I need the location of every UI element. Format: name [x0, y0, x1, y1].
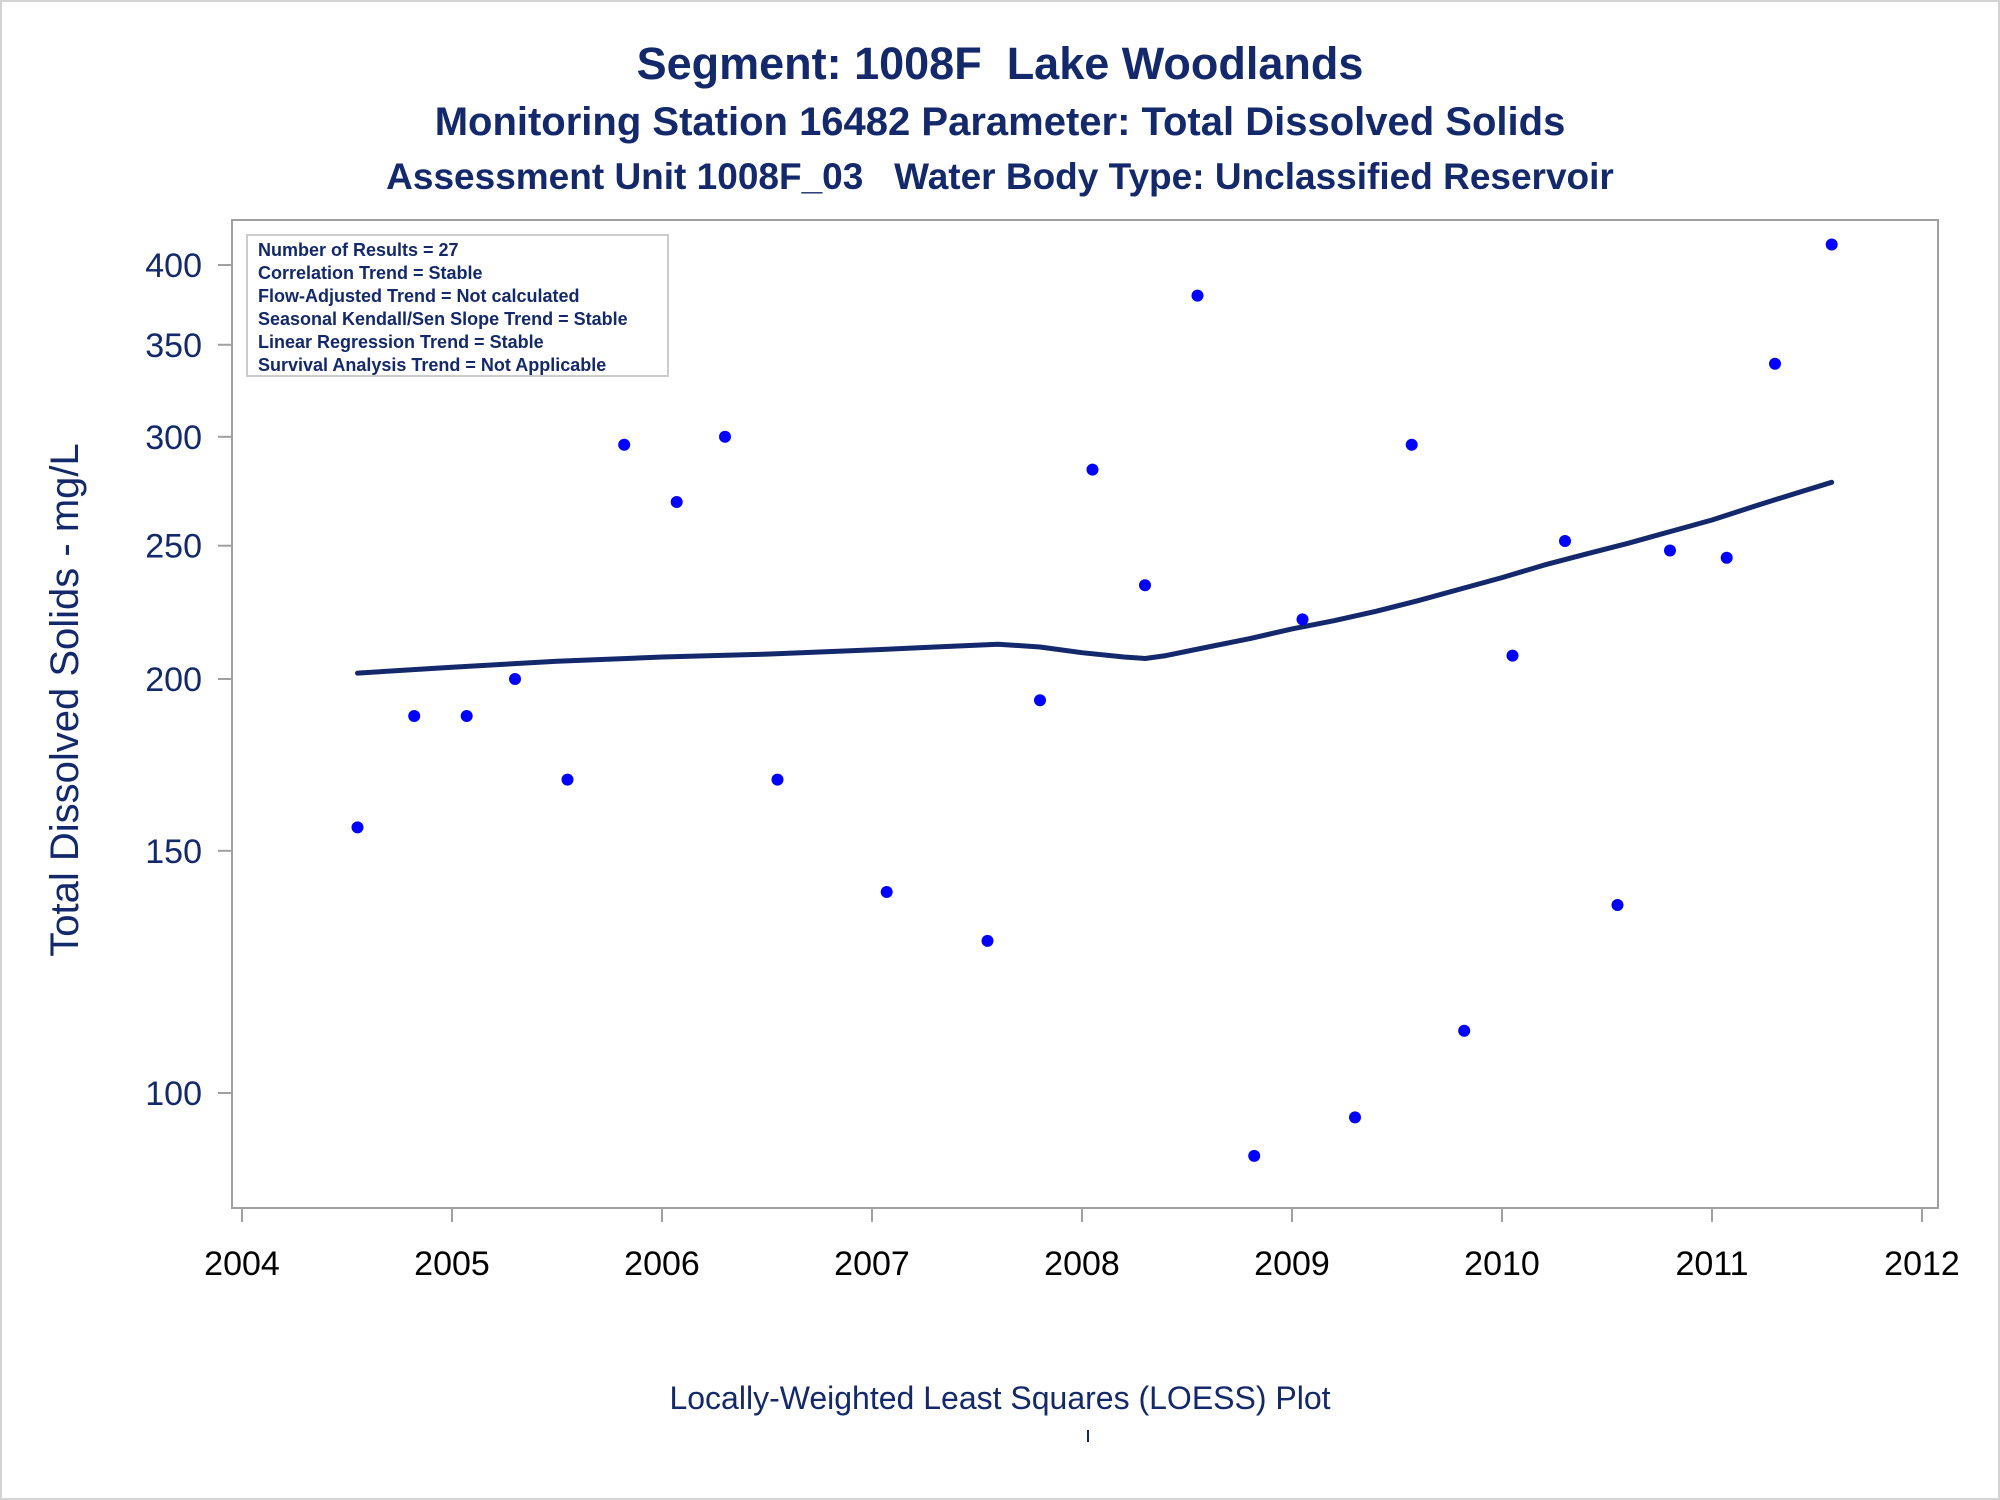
stats-line: Linear Regression Trend = Stable [258, 332, 544, 352]
data-point [561, 773, 574, 786]
footnote-mark [1087, 1430, 1089, 1442]
stats-line: Flow-Adjusted Trend = Not calculated [258, 286, 580, 306]
x-tick-label: 2011 [1675, 1245, 1748, 1283]
data-point [460, 710, 473, 722]
data-point [1506, 649, 1519, 662]
y-tick-label: 300 [145, 419, 202, 457]
x-tick-label: 2008 [1044, 1245, 1120, 1283]
y-tick-label: 400 [145, 247, 202, 285]
data-point [509, 673, 521, 685]
data-point [719, 430, 731, 443]
x-tick-label: 2006 [624, 1245, 700, 1283]
data-point [1405, 438, 1418, 451]
y-tick-label: 350 [145, 327, 202, 365]
data-point [1611, 899, 1624, 911]
x-tick-label: 2004 [204, 1245, 280, 1283]
data-point [771, 773, 784, 786]
data-points-series [351, 238, 1838, 1162]
data-point [1139, 579, 1151, 592]
data-point [618, 438, 631, 451]
data-point [408, 710, 421, 722]
y-tick-label: 250 [145, 528, 202, 566]
chart-title: Segment: 1008F Lake Woodlands [636, 38, 1364, 89]
loess-line [355, 479, 1835, 676]
loess-series [355, 479, 1835, 676]
y-tick-label: 100 [145, 1075, 202, 1113]
x-tick-label: 2009 [1254, 1245, 1330, 1283]
data-point [981, 934, 994, 947]
data-point [670, 496, 683, 508]
y-axis-label: Total Dissolved Solids - mg/L [43, 443, 87, 957]
data-point [1720, 551, 1733, 564]
plot-area [231, 219, 1939, 1209]
data-point [1825, 238, 1838, 251]
x-tick-label: 2007 [834, 1245, 910, 1283]
data-point [1458, 1024, 1471, 1037]
data-point [1191, 289, 1204, 302]
data-point [1349, 1111, 1361, 1124]
y-tick-label: 200 [145, 661, 202, 699]
stats-line: Survival Analysis Trend = Not Applicable [258, 355, 606, 375]
y-tick-label: 150 [145, 833, 202, 871]
stats-line: Correlation Trend = Stable [258, 263, 483, 283]
data-point [1559, 535, 1571, 547]
stats-box-border [246, 234, 669, 377]
stats-line: Number of Results = 27 [258, 240, 459, 260]
x-tick-label: 2005 [414, 1245, 490, 1283]
data-point [1769, 357, 1781, 370]
data-point [1664, 544, 1676, 557]
x-axis: 2004 2005 2006 2007 2008 2009 2010 2011 2012 [204, 1208, 1960, 1283]
plot-method-footnote: Locally-Weighted Least Squares (LOESS) P… [669, 1380, 1331, 1416]
x-tick-label: 2010 [1464, 1245, 1540, 1283]
data-point [351, 821, 364, 834]
x-tick-label: 2012 [1884, 1245, 1960, 1283]
data-point [880, 886, 893, 898]
chart-subtitle-assessment: Assessment Unit 1008F_03 Water Body Type… [386, 156, 1614, 197]
stats-box: Number of Results = 27 Correlation Trend… [246, 234, 669, 377]
data-point [1086, 463, 1099, 476]
data-point [1248, 1149, 1261, 1162]
stats-line: Seasonal Kendall/Sen Slope Trend = Stabl… [258, 309, 628, 329]
data-point [1296, 613, 1309, 626]
y-axis: 100 150 200 250 300 350 400 [145, 247, 232, 1113]
data-point [1034, 694, 1046, 707]
chart-subtitle-station: Monitoring Station 16482 Parameter: Tota… [434, 100, 1566, 144]
